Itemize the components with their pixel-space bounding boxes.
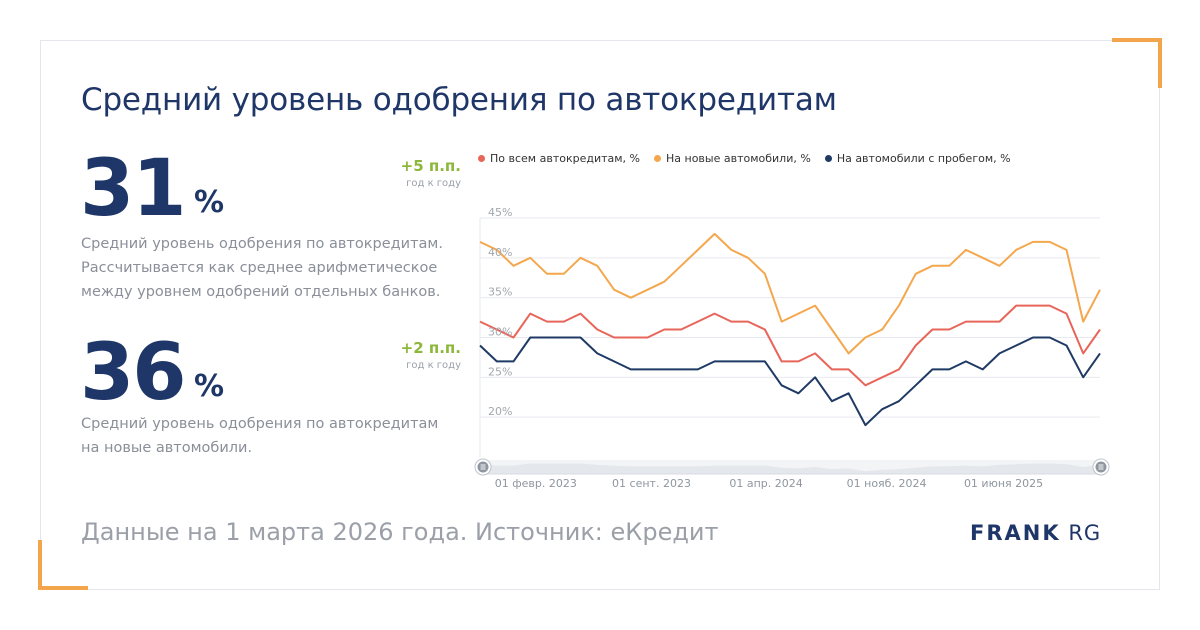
- corner-bottom-left-v: [38, 540, 42, 590]
- metric-2-description: Средний уровень одобрения по автокредита…: [81, 412, 471, 460]
- metric-1-desc-line: Средний уровень одобрения по автокредита…: [81, 236, 443, 252]
- metric-1-delta: +5 п.п.: [400, 157, 461, 175]
- logo-bold: FRANK: [970, 521, 1061, 545]
- corner-top-right-v: [1158, 38, 1162, 88]
- metric-1-desc-line: Рассчитывается как среднее арифметическо…: [81, 260, 438, 276]
- metric-2-delta-sub: год к году: [406, 360, 461, 371]
- brand-logo: FRANK RG: [970, 521, 1101, 545]
- legend-dot-icon: [824, 155, 832, 162]
- legend-item-new[interactable]: На новые автомобили, %: [654, 152, 811, 165]
- metric-2-desc-line: на новые автомобили.: [81, 440, 253, 456]
- metric-1-value: 31: [80, 144, 187, 234]
- metric-1-unit: %: [194, 185, 225, 220]
- page-title: Средний уровень одобрения по автокредита…: [81, 82, 837, 118]
- chart-legend: По всем автокредитам, % На новые автомоб…: [478, 152, 1011, 165]
- legend-item-all[interactable]: По всем автокредитам, %: [478, 152, 640, 165]
- legend-dot-icon: [654, 155, 661, 162]
- metric-1-description: Средний уровень одобрения по автокредита…: [81, 232, 471, 304]
- legend-label: На автомобили с пробегом, %: [836, 152, 1011, 165]
- corner-top-right-h: [1112, 38, 1162, 42]
- legend-label: По всем автокредитам, %: [490, 152, 640, 165]
- logo-light: RG: [1068, 521, 1102, 545]
- metric-2-unit: %: [194, 369, 225, 404]
- footer-source: Данные на 1 марта 2026 года. Источник: е…: [81, 518, 719, 546]
- corner-bottom-left-h: [38, 586, 88, 590]
- metric-1-desc-line: между уровнем одобрений отдельных банков…: [81, 284, 441, 300]
- legend-item-used[interactable]: На автомобили с пробегом, %: [824, 152, 1011, 165]
- metric-1-delta-sub: год к году: [406, 178, 461, 189]
- metric-2-desc-line: Средний уровень одобрения по автокредита…: [81, 416, 439, 432]
- card-frame: [40, 40, 1160, 590]
- metric-2-delta: +2 п.п.: [400, 339, 461, 357]
- metric-2-value: 36: [80, 328, 187, 418]
- legend-dot-icon: [478, 155, 485, 162]
- legend-label: На новые автомобили, %: [666, 152, 811, 165]
